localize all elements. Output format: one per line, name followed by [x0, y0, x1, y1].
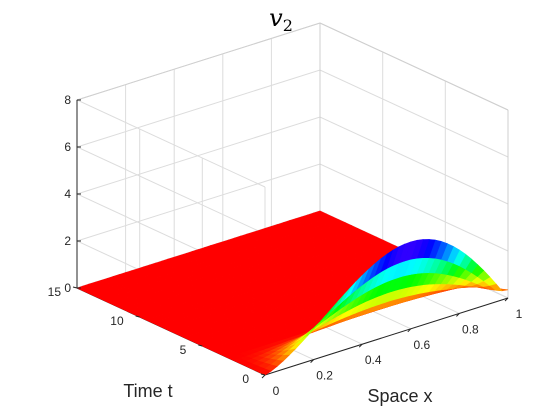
x-tick-mark [358, 343, 363, 348]
y-tick-label: 0 [242, 372, 249, 386]
z-grid-line [75, 116, 509, 282]
x-tick-label: 0.8 [462, 322, 479, 336]
surface-patch [258, 368, 272, 376]
x-tick-mark [504, 297, 509, 302]
x-tick-label: 1 [516, 307, 523, 321]
x-tick-label: 0.2 [316, 369, 333, 383]
z-grid-line [75, 69, 509, 235]
axis-line [264, 297, 509, 376]
x-tick-label: 0.6 [413, 338, 430, 352]
z-tick-label: 2 [64, 234, 71, 248]
y-tick-mark [260, 373, 266, 376]
x-tick-mark [310, 359, 314, 363]
z-tick-label: 4 [64, 187, 71, 201]
surface-layer [76, 210, 509, 376]
z-tick-label: 6 [64, 140, 71, 154]
x-axis-label: Space x [367, 386, 432, 406]
y-tick-mark [72, 286, 78, 289]
x-tick-mark [407, 328, 412, 333]
chart-title: v2 [269, 4, 293, 35]
x-tick-mark [456, 313, 460, 317]
x-tick-label: 0 [273, 384, 280, 398]
x-tick-label: 0.4 [365, 353, 382, 367]
y-tick-label: 10 [110, 314, 124, 328]
y-tick-label: 5 [180, 343, 187, 357]
box-edge [319, 22, 509, 111]
y-tick-mark [135, 315, 140, 318]
box-edge [76, 22, 321, 101]
y-tick-label: 15 [48, 285, 62, 299]
z-tick-label: 0 [64, 281, 71, 295]
z-tick-label: 8 [64, 93, 71, 107]
y-axis-label: Time t [123, 381, 172, 401]
x-tick-mark [261, 374, 266, 379]
z-grid-line [75, 22, 509, 188]
y-tick-mark [198, 344, 203, 347]
